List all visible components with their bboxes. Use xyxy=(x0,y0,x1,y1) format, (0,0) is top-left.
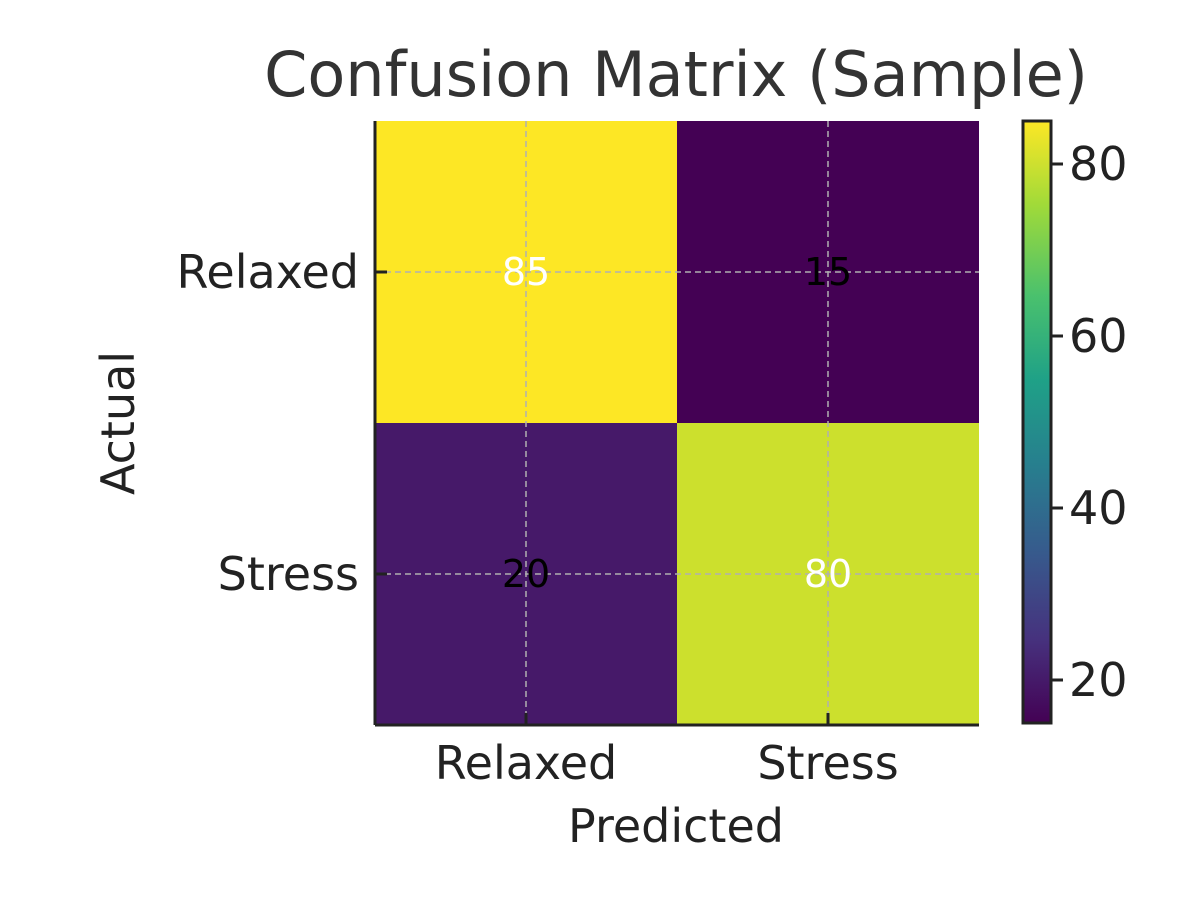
heatmap-cells xyxy=(375,121,979,725)
colorbar-ticks: 20 40 60 80 xyxy=(1051,137,1128,707)
cell-value-label: 15 xyxy=(804,250,852,294)
colorbar-gradient xyxy=(1021,119,1053,725)
plot-axes xyxy=(373,121,979,727)
y-tick-label: Stress xyxy=(218,547,359,601)
cell-value-label: 80 xyxy=(804,552,852,596)
x-axis-label: Predicted xyxy=(568,799,784,853)
y-axis-label: Actual xyxy=(91,351,145,495)
grid-lines xyxy=(375,121,979,725)
x-axis-ticks: Relaxed Stress xyxy=(435,713,899,790)
colorbar-tick-label: 80 xyxy=(1069,137,1128,191)
y-axis-ticks: Relaxed Stress xyxy=(177,245,387,601)
cell-value-label: 85 xyxy=(502,250,550,294)
colorbar-tick-label: 20 xyxy=(1069,653,1128,707)
colorbar-tick-label: 40 xyxy=(1069,481,1128,535)
x-tick-label: Stress xyxy=(757,736,898,790)
colorbar: 20 40 60 80 xyxy=(1021,119,1128,725)
x-tick-label: Relaxed xyxy=(435,736,617,790)
y-tick-label: Relaxed xyxy=(177,245,359,299)
cell-value-labels: 85 15 20 80 xyxy=(502,250,852,596)
cell-value-label: 20 xyxy=(502,552,550,596)
chart-title: Confusion Matrix (Sample) xyxy=(264,38,1088,111)
colorbar-tick-label: 60 xyxy=(1069,309,1128,363)
